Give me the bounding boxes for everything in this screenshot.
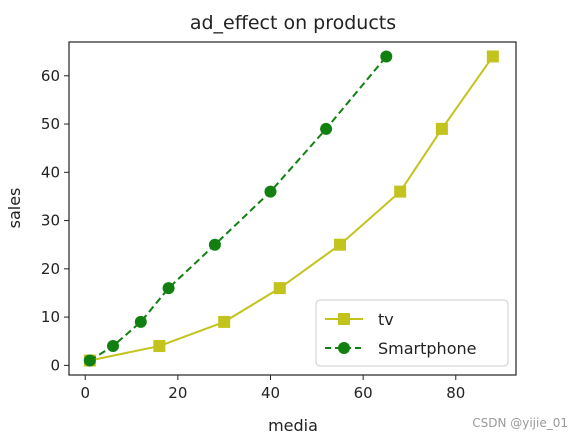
series-line-tv <box>89 55 494 362</box>
y-tick-label: 0 <box>50 356 60 374</box>
y-tick-label: 30 <box>41 212 60 230</box>
data-point-tv <box>273 282 286 295</box>
legend-marker-tv <box>338 313 350 325</box>
data-point-smartphone <box>380 50 393 63</box>
y-axis-label: sales <box>5 188 24 229</box>
data-point-tv <box>486 50 499 63</box>
data-point-tv <box>153 340 166 353</box>
data-point-smartphone <box>107 340 120 353</box>
y-tick-label: 10 <box>41 308 60 326</box>
legend-box <box>315 299 509 367</box>
data-point-tv <box>394 185 407 198</box>
x-tick-label: 60 <box>354 384 373 402</box>
data-point-smartphone <box>320 122 333 135</box>
y-tick-label: 20 <box>41 260 60 278</box>
x-tick-label: 20 <box>168 384 187 402</box>
series-line-smartphone <box>89 55 388 362</box>
data-point-smartphone <box>83 354 96 367</box>
x-tick-label: 40 <box>261 384 280 402</box>
x-axis-label: media <box>268 416 318 435</box>
y-tick-label: 50 <box>41 115 60 133</box>
x-axis-ticks: 0 20 40 60 80 <box>80 375 465 402</box>
watermark-text: CSDN @yijie_01 <box>472 416 568 430</box>
x-tick-label: 0 <box>80 384 90 402</box>
data-point-tv <box>435 122 448 135</box>
series-layer <box>83 50 499 367</box>
legend-label-tv: tv <box>378 310 394 329</box>
data-point-smartphone <box>208 238 221 251</box>
plot-area-frame <box>68 41 517 376</box>
chart-title: ad_effect on products <box>190 12 396 34</box>
y-axis-ticks: 0 10 20 30 40 50 60 <box>41 67 69 374</box>
data-point-smartphone <box>264 185 277 198</box>
data-point-tv <box>333 238 346 251</box>
legend: tv Smartphone <box>315 299 509 367</box>
data-point-tv <box>218 315 231 328</box>
y-tick-label: 60 <box>41 67 60 85</box>
y-tick-label: 40 <box>41 163 60 181</box>
data-point-smartphone <box>134 315 147 328</box>
legend-marker-smartphone <box>338 342 350 354</box>
data-point-smartphone <box>162 282 175 295</box>
legend-label-smartphone: Smartphone <box>378 339 476 358</box>
x-tick-label: 80 <box>446 384 465 402</box>
